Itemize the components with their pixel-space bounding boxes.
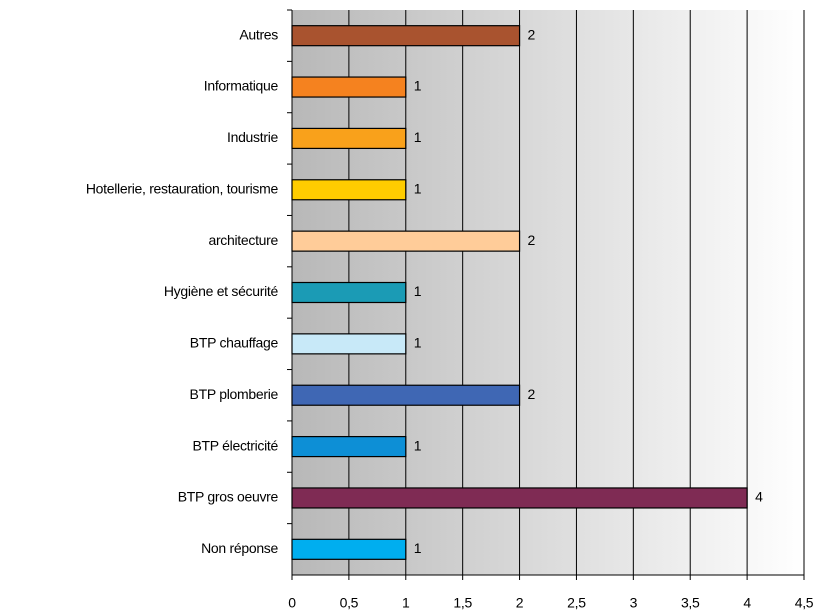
y-tick-label: Autres [239,26,278,42]
bar [291,538,407,560]
y-tick-label: Hygiène et sécurité [164,283,279,299]
data-label: 1 [414,180,422,196]
data-label: 1 [414,335,422,351]
data-label: 2 [528,232,536,248]
y-tick-label: BTP électricité [193,437,279,453]
x-tick-label: 2,5 [567,595,586,611]
y-tick-label: Non réponse [201,540,278,556]
bar [291,179,407,201]
y-tick-label: Hotellerie, restauration, tourisme [86,180,279,196]
y-tick-label: architecture [208,232,278,248]
data-label: 2 [528,26,536,42]
data-label: 1 [414,437,422,453]
bar [291,25,521,47]
y-tick-label: Industrie [227,129,279,145]
x-tick-label: 2 [516,595,524,611]
bar [291,384,521,406]
data-label: 2 [528,386,536,402]
x-tick-label: 4,5 [795,595,814,611]
x-tick-label: 1 [402,595,410,611]
data-label: 4 [755,489,763,505]
y-tick-label: BTP gros oeuvre [178,489,279,505]
x-tick-label: 1,5 [453,595,472,611]
data-label: 1 [414,283,422,299]
bar [291,127,407,150]
bar [291,435,407,458]
bar [291,281,407,304]
y-tick-label: BTP chauffage [190,335,279,351]
y-tick-label: Informatique [204,78,279,94]
x-tick-label: 3 [630,595,638,611]
x-tick-label: 0,5 [340,595,359,611]
y-tick-label: BTP plomberie [190,386,279,402]
bar [291,76,407,98]
data-label: 1 [414,540,422,556]
bar [291,487,748,509]
bar [291,230,521,252]
bar [291,333,407,355]
x-tick-label: 0 [288,595,296,611]
data-label: 1 [414,78,422,94]
x-tick-label: 3,5 [681,595,700,611]
data-label: 1 [414,129,422,145]
x-tick-label: 4 [743,595,751,611]
